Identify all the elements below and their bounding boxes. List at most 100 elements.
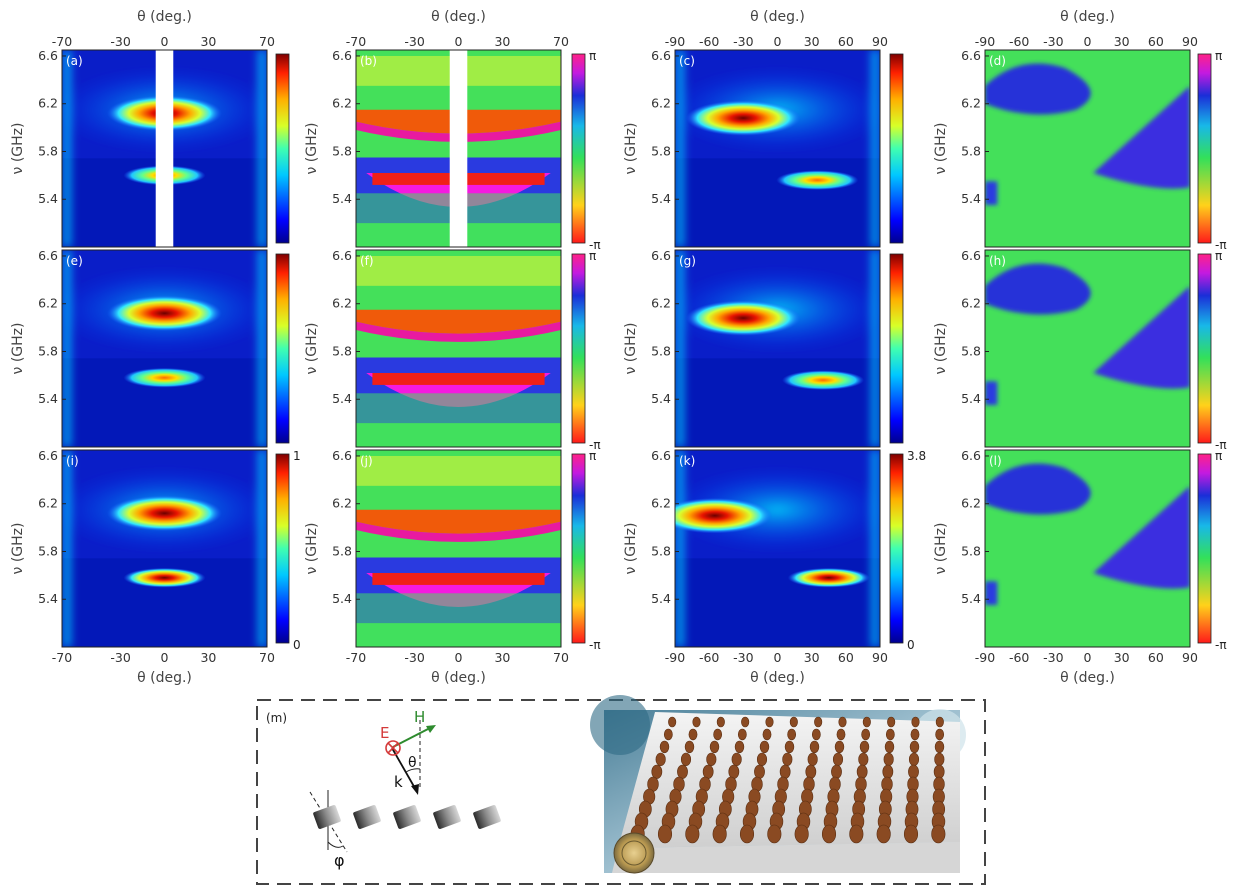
y-tick-label: 5.4 — [38, 391, 58, 406]
phase-blue-wedge — [1093, 85, 1190, 189]
copper-resonator — [716, 716, 725, 728]
colorbar — [275, 53, 290, 244]
copper-resonator — [741, 716, 750, 728]
y-tick-label: 6.2 — [38, 296, 58, 311]
copper-resonator — [838, 716, 847, 728]
theta-angle-arc — [405, 768, 421, 773]
x-tick-label: 30 — [494, 650, 510, 665]
copper-resonator — [933, 764, 945, 779]
phase-regions — [985, 263, 1190, 405]
plot-frame — [984, 249, 1191, 448]
panel-j: (j) 5.4 5.8 6.2 6.6 ν (GHz) -70 -30 0 30 70 θ (deg.… — [304, 448, 601, 686]
copper-resonator — [684, 740, 695, 754]
y-tick-label: 5.4 — [651, 391, 671, 406]
panel-label: (f) — [360, 254, 374, 268]
copper-resonator — [655, 752, 666, 766]
copper-resonator — [935, 716, 944, 728]
rod-2 — [353, 805, 381, 829]
x-tick-label: 30 — [200, 34, 216, 49]
copper-resonator — [688, 728, 698, 741]
copper-resonator — [861, 728, 871, 741]
edge-glow-right — [870, 50, 880, 247]
y-tick-label: 5.8 — [38, 343, 58, 358]
copper-resonator — [834, 740, 845, 754]
heatmap-lower-band — [675, 158, 880, 247]
copper-resonator — [831, 764, 842, 779]
colorbar — [571, 253, 586, 444]
plot-frame — [61, 49, 268, 248]
y-tick-label: 5.4 — [38, 191, 58, 206]
phase-blue-edge — [985, 181, 998, 205]
x-tick-label: 30 — [200, 650, 216, 665]
y-tick-label: 6.2 — [651, 96, 671, 111]
copper-resonator — [737, 728, 747, 741]
copper-resonator — [767, 824, 782, 844]
copper-resonator — [782, 752, 793, 766]
edge-glow-right — [870, 250, 880, 447]
y-tick-label: 6.6 — [332, 48, 352, 63]
y-tick-label: 6.2 — [38, 496, 58, 511]
x-tick-label: 70 — [553, 650, 569, 665]
x-tick-label: -30 — [1043, 650, 1063, 665]
k-vector-label: k — [394, 773, 403, 791]
colorbar-min-label: -π — [1215, 438, 1227, 452]
copper-resonator — [756, 752, 768, 766]
rod-array — [313, 805, 501, 829]
phase-magenta-band — [356, 321, 561, 342]
rod-1 — [313, 805, 341, 829]
copper-resonator — [856, 764, 868, 779]
plot-frame — [355, 49, 562, 248]
colorbar-max-label: π — [589, 449, 596, 463]
copper-resonator — [814, 716, 823, 728]
y-tick-label: 5.4 — [332, 391, 352, 406]
copper-resonator — [934, 752, 945, 766]
x-axis-label: θ (deg.) — [137, 670, 192, 686]
x-tick-label: -70 — [52, 650, 72, 665]
x-tick-label: 30 — [804, 34, 820, 49]
phase-lower-green — [356, 393, 561, 447]
copper-resonator — [677, 764, 688, 779]
y-tick-label: 6.2 — [961, 96, 981, 111]
y-tick-label: 6.6 — [332, 448, 352, 463]
copper-resonator — [794, 824, 809, 844]
x-axis-label: θ (deg.) — [1060, 670, 1115, 686]
copper-resonator — [908, 764, 919, 779]
panel-g: (g) 5.4 5.8 6.2 6.6 ν (GHz) — [623, 248, 904, 448]
x-tick-label: 30 — [494, 34, 510, 49]
plot-frame — [674, 249, 881, 448]
edge-glow-right — [257, 450, 267, 647]
panel-f-heatmap — [356, 250, 561, 447]
hotspot-1 — [685, 300, 801, 336]
foam-slab-side — [612, 842, 960, 873]
x-tick-label: 60 — [838, 650, 854, 665]
panel-i-heatmap — [62, 450, 267, 647]
colorbar-max-label: 1 — [293, 449, 301, 463]
phi-angle-arc — [327, 841, 344, 848]
copper-resonator — [712, 824, 727, 844]
colorbar-min-label: -π — [1215, 638, 1227, 652]
colorbar — [571, 453, 586, 644]
y-tick-label: 5.4 — [961, 391, 981, 406]
x-tick-label: -30 — [1043, 34, 1063, 49]
theta-label: θ — [408, 755, 417, 771]
x-tick-label: 30 — [804, 650, 820, 665]
copper-resonator — [784, 740, 795, 754]
plot-frame — [61, 449, 268, 648]
x-tick-label: 90 — [872, 34, 888, 49]
copper-resonator — [651, 764, 663, 779]
y-tick-label: 6.2 — [332, 96, 352, 111]
y-tick-label: 6.6 — [651, 48, 671, 63]
copper-resonator — [754, 764, 765, 779]
y-tick-label: 5.8 — [38, 143, 58, 158]
x-tick-label: 0 — [774, 650, 782, 665]
edge-glow-left — [675, 250, 685, 447]
colorbar-min-label: -π — [1215, 238, 1227, 252]
x-tick-label: 70 — [553, 34, 569, 49]
copper-resonator — [702, 764, 714, 779]
colorbar — [889, 453, 904, 644]
y-tick-label: 5.4 — [651, 191, 671, 206]
y-tick-label: 6.2 — [651, 496, 671, 511]
panel-i: (i) 5.4 5.8 6.2 6.6 ν (GHz) -70 -30 0 30 70 θ (deg.… — [10, 448, 301, 686]
x-tick-label: -30 — [404, 650, 424, 665]
x-tick-label: 30 — [1114, 34, 1130, 49]
